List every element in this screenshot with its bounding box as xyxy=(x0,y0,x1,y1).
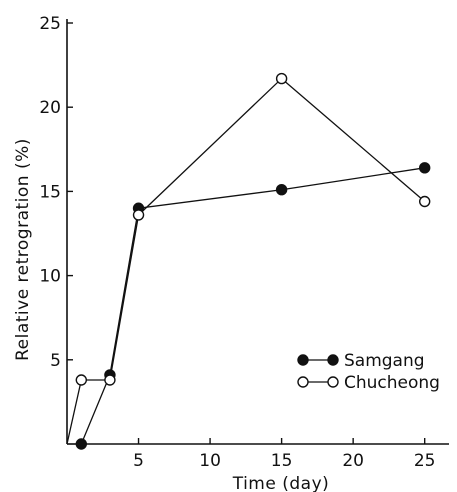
ticks: 5 10 15 20 25 5 10 15 20 25 xyxy=(39,14,435,471)
samgang-point xyxy=(275,184,288,196)
x-tick-label-15: 15 xyxy=(271,451,293,471)
samgang-point xyxy=(418,162,431,174)
chucheong-point xyxy=(104,374,116,386)
samgang-legend-marker xyxy=(327,354,339,366)
y-tick-label-5: 5 xyxy=(50,351,61,371)
x-tick-label-5: 5 xyxy=(133,451,144,471)
axes xyxy=(66,19,449,445)
samgang-legend-label: Samgang xyxy=(344,351,425,371)
chucheong-line xyxy=(66,77,426,445)
y-axis-label: Relative retrogration (%) xyxy=(13,138,33,361)
samgang-point xyxy=(75,438,88,450)
x-tick-label-20: 20 xyxy=(342,451,364,471)
chucheong-legend-marker xyxy=(327,376,339,388)
chucheong-point xyxy=(132,209,145,221)
chucheong-legend-marker xyxy=(297,376,309,388)
chucheong-point xyxy=(75,374,88,386)
chucheong-point xyxy=(418,195,431,208)
x-tick-label-10: 10 xyxy=(199,451,221,471)
samgang-line xyxy=(67,167,425,445)
chucheong-legend-label: Chucheong xyxy=(344,373,440,393)
x-tick-label-25: 25 xyxy=(414,451,436,471)
chucheong-point xyxy=(275,72,288,85)
x-axis-label: Time (day) xyxy=(232,474,330,492)
y-tick-label-25: 25 xyxy=(39,14,61,34)
samgang-legend-marker xyxy=(297,354,309,366)
series-layer xyxy=(66,72,431,450)
y-tick-label-15: 15 xyxy=(39,182,61,202)
y-tick-label-20: 20 xyxy=(39,98,61,118)
y-tick-label-10: 10 xyxy=(39,267,61,287)
